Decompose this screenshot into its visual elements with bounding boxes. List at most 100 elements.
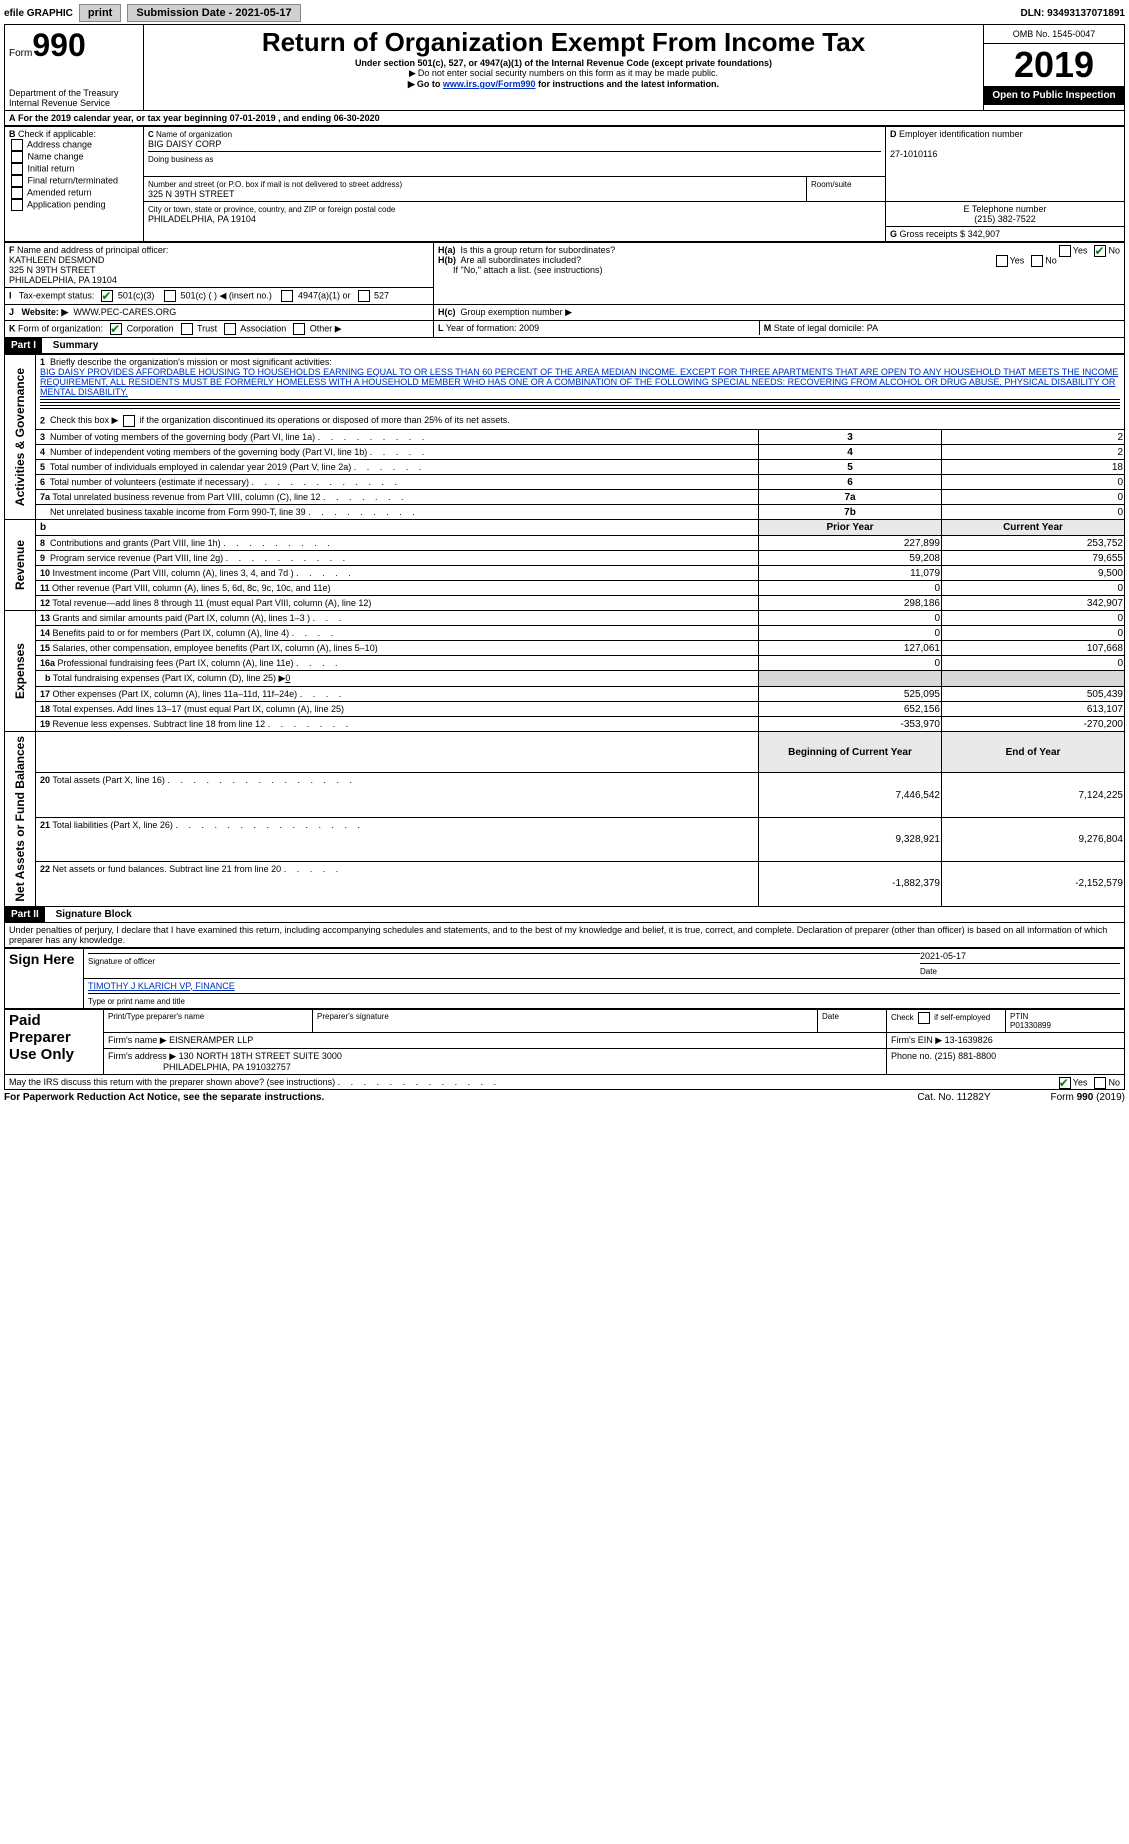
c18: 613,107 [942, 702, 1125, 717]
b-label: Check if applicable: [18, 129, 96, 139]
c12: 342,907 [942, 596, 1125, 611]
omb-number: OMB No. 1545-0047 [984, 25, 1124, 44]
officer-addr: 325 N 39TH STREET [9, 265, 96, 275]
sign-here-table: Sign Here Signature of officer 2021-05-1… [4, 948, 1125, 1009]
c20: 7,124,225 [942, 773, 1125, 817]
pp-self: Check if self-employed [887, 1009, 1006, 1032]
officer-label: Type or print name and title [88, 997, 185, 1006]
hb-label: Are all subordinates included? [461, 255, 582, 265]
officer-typed: TIMOTHY J KLARICH VP, FINANCE [88, 981, 235, 991]
p20: 7,446,542 [759, 773, 942, 817]
c8: 253,752 [942, 536, 1125, 551]
c19: -270,200 [942, 717, 1125, 732]
dept-irs: Internal Revenue Service [9, 98, 139, 108]
sign-here: Sign Here [5, 948, 84, 1008]
l6-text: Total number of volunteers (estimate if … [50, 477, 249, 487]
form-number: 990 [32, 27, 85, 63]
section-a: A For the 2019 calendar year, or tax yea… [4, 111, 1125, 126]
f-label: Name and address of principal officer: [17, 245, 168, 255]
application-pending-checkbox[interactable] [11, 199, 23, 211]
firm-addr2: PHILADELPHIA, PA 191032757 [163, 1062, 291, 1072]
website-value: WWW.PEC-CARES.ORG [73, 307, 176, 317]
discuss-yes-checkbox[interactable] [1059, 1077, 1071, 1089]
part2-title: Signature Block [48, 909, 132, 920]
501c-checkbox[interactable] [164, 290, 176, 302]
ha-no-checkbox[interactable] [1094, 245, 1106, 257]
corp-checkbox[interactable] [110, 323, 122, 335]
final-return-checkbox[interactable] [11, 175, 23, 187]
top-toolbar: efile GRAPHIC print Submission Date - 20… [4, 4, 1125, 22]
p21: 9,328,921 [759, 817, 942, 861]
p19: -353,970 [759, 717, 942, 732]
l14-text: Benefits paid to or for members (Part IX… [53, 628, 290, 638]
l5-text: Total number of individuals employed in … [50, 462, 351, 472]
ha-yes-checkbox[interactable] [1059, 245, 1071, 257]
discuss-no-checkbox[interactable] [1094, 1077, 1106, 1089]
firm-ein: 13-1639826 [945, 1035, 993, 1045]
form-word: Form [9, 48, 32, 59]
initial-return-checkbox[interactable] [11, 163, 23, 175]
c-name-label: Name of organization [156, 130, 232, 139]
l2-text: Check this box ▶ if the organization dis… [50, 415, 510, 425]
hb-no-checkbox[interactable] [1031, 255, 1043, 267]
subtitle-2: Do not enter social security numbers on … [148, 68, 979, 79]
c14: 0 [942, 626, 1125, 641]
l7a-text: Total unrelated business revenue from Pa… [52, 492, 320, 502]
trust-checkbox[interactable] [181, 323, 193, 335]
e-label: E Telephone number [964, 204, 1047, 214]
print-button[interactable]: print [79, 4, 121, 22]
tax-year: 2019 [984, 44, 1124, 86]
c16a: 0 [942, 656, 1125, 671]
pp-date-label: Date [818, 1009, 887, 1032]
firm-addr1: 130 NORTH 18TH STREET SUITE 3000 [179, 1051, 342, 1061]
p14: 0 [759, 626, 942, 641]
v7b: 0 [942, 505, 1125, 520]
tab-expenses: Expenses [5, 611, 36, 732]
l19-text: Revenue less expenses. Subtract line 18 … [53, 719, 266, 729]
dln-label: DLN: 93493137071891 [1020, 8, 1125, 19]
amended-return-checkbox[interactable] [11, 187, 23, 199]
501c3-checkbox[interactable] [101, 290, 113, 302]
other-checkbox[interactable] [293, 323, 305, 335]
form-header-table: Form990 Department of the Treasury Inter… [4, 24, 1125, 111]
l10-text: Investment income (Part VIII, column (A)… [53, 568, 294, 578]
entity-info-table: B Check if applicable: Address change Na… [4, 126, 1125, 242]
v4: 2 [942, 445, 1125, 460]
k-label: Form of organization: [18, 323, 103, 333]
h-note: If "No," attach a list. (see instruction… [453, 265, 602, 275]
paid-preparer-table: Paid Preparer Use Only Print/Type prepar… [4, 1009, 1125, 1075]
p9: 59,208 [759, 551, 942, 566]
c16b-blank [942, 671, 1125, 687]
firm-addr-label: Firm's address ▶ [108, 1051, 176, 1061]
4947-checkbox[interactable] [281, 290, 293, 302]
subtitle-1: Under section 501(c), 527, or 4947(a)(1)… [148, 58, 979, 68]
pp-sig-label: Preparer's signature [313, 1009, 818, 1032]
ptin-value: P01330899 [1010, 1021, 1051, 1030]
officer-city: PHILADELPHIA, PA 19104 [9, 275, 117, 285]
c15: 107,668 [942, 641, 1125, 656]
submission-date-button[interactable]: Submission Date - 2021-05-17 [127, 4, 300, 22]
city-label: City or town, state or province, country… [148, 205, 395, 214]
part2-bar: Part II [5, 907, 45, 922]
hb-yes-checkbox[interactable] [996, 255, 1008, 267]
self-employed-checkbox[interactable] [918, 1012, 930, 1024]
527-checkbox[interactable] [358, 290, 370, 302]
footer-left: For Paperwork Reduction Act Notice, see … [4, 1092, 324, 1103]
j-label: Website: ▶ [22, 307, 69, 317]
l4-text: Number of independent voting members of … [50, 447, 367, 457]
firm-phone: (215) 881-8800 [935, 1051, 997, 1061]
name-change-checkbox[interactable] [11, 151, 23, 163]
l16a-text: Professional fundraising fees (Part IX, … [58, 658, 294, 668]
l2-checkbox[interactable] [123, 415, 135, 427]
irs-link[interactable]: www.irs.gov/Form990 [443, 79, 536, 89]
addr-change-checkbox[interactable] [11, 139, 23, 151]
p13: 0 [759, 611, 942, 626]
p22: -1,882,379 [759, 862, 942, 906]
l12-text: Total revenue—add lines 8 through 11 (mu… [52, 598, 371, 608]
phone-value: (215) 382-7522 [974, 214, 1036, 224]
assoc-checkbox[interactable] [224, 323, 236, 335]
goto-suffix: for instructions and the latest informat… [536, 79, 720, 89]
tab-netassets: Net Assets or Fund Balances [5, 732, 36, 907]
c13: 0 [942, 611, 1125, 626]
footer-mid: Cat. No. 11282Y [917, 1092, 990, 1103]
